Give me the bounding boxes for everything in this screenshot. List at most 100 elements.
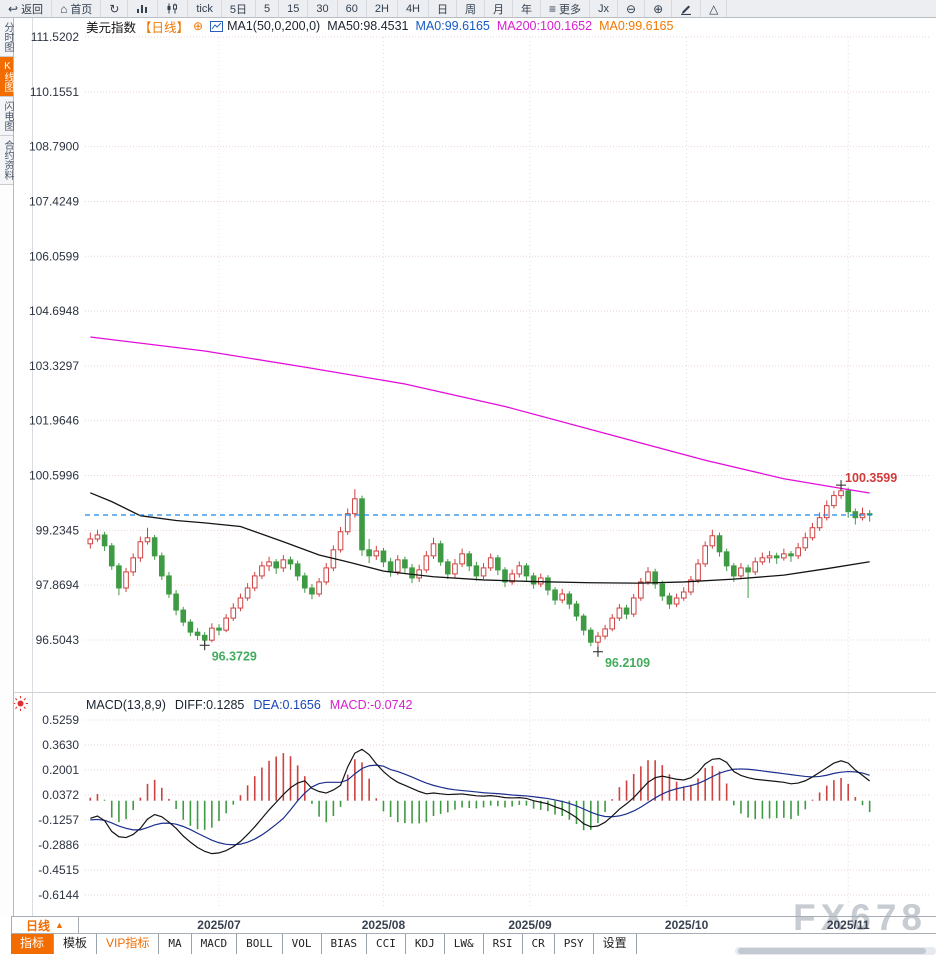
interval-month-button-label: 月 (493, 3, 504, 16)
candle-body (430, 543, 437, 557)
indicator-tab-PSY[interactable]: PSY (554, 934, 594, 954)
zoomout-icon: ⊖ (626, 1, 637, 16)
date-axis-label: 2025/07 (197, 918, 241, 932)
candle-body (630, 597, 637, 615)
candle-body (559, 593, 566, 601)
candle-body (487, 557, 494, 569)
candle-body (294, 563, 301, 577)
candle-body (752, 561, 759, 573)
ma50-line (90, 492, 870, 584)
macd-dea-value: DEA:0.1656 (253, 697, 321, 712)
interval-tick-button[interactable]: tick (188, 0, 222, 17)
zoom-out-button[interactable]: ⊖ (618, 0, 646, 17)
candle-body (509, 573, 515, 583)
indicator-tab-VIP指标[interactable]: VIP指标 (97, 934, 160, 954)
indicator-tab-VOL[interactable]: VOL (282, 934, 322, 954)
extreme-marker-cross (592, 646, 603, 657)
add-compare-icon[interactable]: ⊕ (193, 19, 204, 33)
date-axis-label: 2025/08 (362, 918, 406, 932)
sidebar-tab-合约资料[interactable]: 合约资料 (0, 136, 13, 185)
candle-body (609, 617, 616, 630)
indicator-tab-LW&[interactable]: LW& (444, 934, 484, 954)
home-icon: ⌂ (60, 1, 68, 16)
interval-30min-button[interactable]: 30 (308, 0, 338, 17)
kline-style-button[interactable] (158, 0, 189, 17)
candle-body (359, 498, 365, 551)
indicator-tab-RSI[interactable]: RSI (483, 934, 523, 954)
ma-settings-label: MA1(50,0,200,0) (227, 19, 321, 33)
interval-5min-button-label: 5 (264, 2, 271, 15)
indicator-tab-CR[interactable]: CR (522, 934, 555, 954)
price-axis-label: 101.9646 (29, 414, 79, 428)
candle-body (123, 571, 129, 589)
candle-body (659, 583, 666, 597)
price-axis-label: 100.5996 (29, 469, 79, 483)
candle-body (702, 545, 709, 565)
draw-tool-button[interactable] (672, 0, 702, 17)
sidebar-tab-分时图[interactable]: 分时图 (0, 18, 13, 57)
indicator-formula-button-label: Jx (598, 2, 610, 15)
candle-body (859, 513, 866, 519)
candle-body (623, 607, 630, 615)
macd-value: MACD:-0.0742 (329, 697, 413, 712)
extreme-marker-cross (836, 480, 847, 491)
interval-15min-button[interactable]: 15 (279, 0, 309, 17)
sidebar-tab-K线图[interactable]: K线图 (0, 57, 13, 97)
period-selector[interactable]: 日线 ▲ (11, 917, 79, 933)
interval-5day-button[interactable]: 5日 (222, 0, 256, 17)
horizontal-scrollbar[interactable] (735, 947, 936, 955)
sidebar-tab-闪电图[interactable]: 闪电图 (0, 97, 13, 136)
price-axis-label: 103.3297 (29, 359, 79, 373)
indicator-tab-KDJ[interactable]: KDJ (405, 934, 445, 954)
macd-title: MACD(13,8,9) (86, 697, 166, 712)
interval-week-button[interactable]: 周 (457, 0, 485, 17)
back-button-label: 返回 (21, 3, 44, 16)
price-axis-label: 110.1551 (30, 85, 79, 99)
axis-labels: 111.5202 110.1551 108.7900 107.4249 106.0599… (29, 30, 870, 932)
shape-tool-button[interactable]: △ (701, 0, 728, 17)
chart-type-icon (210, 20, 224, 32)
candle-body (680, 591, 687, 599)
indicator-formula-button[interactable]: Jx (590, 0, 619, 17)
indicator-tab-BIAS[interactable]: BIAS (321, 934, 367, 954)
candle-body (845, 490, 852, 513)
candle-body (516, 565, 523, 575)
interval-day-button[interactable]: 日 (429, 0, 457, 17)
candle-body (537, 577, 544, 585)
indicator-tab-MACD[interactable]: MACD (191, 934, 238, 954)
candle-body (502, 569, 508, 583)
interval-year-button[interactable]: 年 (513, 0, 541, 17)
interval-month-button[interactable]: 月 (485, 0, 513, 17)
indicator-tab-CCI[interactable]: CCI (367, 934, 406, 954)
interval-60min-button[interactable]: 60 (338, 0, 367, 17)
interval-2h-button[interactable]: 2H (367, 0, 398, 17)
more-menu-button[interactable]: ≡ 更多 (541, 0, 591, 17)
candle-body (545, 577, 551, 591)
scrollbar-thumb[interactable] (738, 948, 926, 954)
candle-body (616, 607, 623, 619)
indicator-tab-模板[interactable]: 模板 (54, 934, 98, 954)
macd-settings-icon[interactable] (13, 696, 28, 716)
price-axis-label: 108.7900 (29, 140, 79, 154)
refresh-button[interactable]: ↻ (101, 0, 129, 17)
divider-above-tabs (11, 933, 936, 934)
bar-chart-button[interactable] (128, 0, 159, 17)
candle-body (652, 571, 658, 585)
candle-body (795, 547, 801, 557)
indicator-tab-BOLL[interactable]: BOLL (237, 934, 283, 954)
macd-series (89, 748, 871, 855)
indicator-tab-指标[interactable]: 指标 (11, 934, 55, 954)
candle-body (266, 561, 272, 567)
back-button[interactable]: ↩ 返回 (0, 0, 53, 17)
zoom-in-button[interactable]: ⊕ (645, 0, 673, 17)
candle-body (416, 569, 422, 579)
macd-axis-label: -0.1257 (38, 813, 79, 827)
interval-5min-button[interactable]: 5 (256, 0, 280, 17)
indicator-tab-MA[interactable]: MA (159, 934, 192, 954)
home-button[interactable]: ⌂ 首页 (52, 0, 102, 17)
candle-body (309, 587, 315, 595)
indicator-tab-设置[interactable]: 设置 (593, 934, 637, 954)
interval-4h-button[interactable]: 4H (398, 0, 429, 17)
chart-left-border (32, 18, 33, 916)
